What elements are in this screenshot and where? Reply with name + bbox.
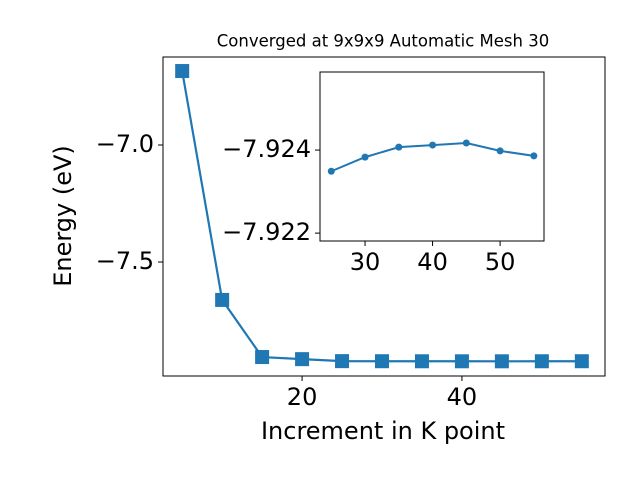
marker (215, 292, 230, 307)
marker (429, 141, 437, 149)
marker (530, 152, 538, 160)
y-tick-label: −7.924 (222, 135, 311, 163)
marker (361, 153, 369, 161)
marker (574, 354, 589, 369)
marker (496, 147, 504, 155)
marker (375, 354, 390, 369)
marker (414, 354, 429, 369)
plot-area (319, 71, 545, 242)
marker (255, 350, 270, 365)
x-tick-label: 50 (485, 248, 516, 276)
marker (534, 354, 549, 369)
y-axis-label: Energy (eV) (49, 145, 77, 287)
marker (335, 354, 350, 369)
x-tick-label: 30 (350, 248, 381, 276)
chart-title: Converged at 9x9x9 Automatic Mesh 30 (217, 32, 549, 51)
x-tick-label: 40 (417, 248, 448, 276)
marker (494, 354, 509, 369)
marker (462, 139, 470, 147)
marker (327, 167, 335, 175)
x-tick-label: 40 (447, 383, 478, 411)
y-tick-label: −7.5 (96, 247, 154, 275)
x-tick-label: 20 (287, 383, 318, 411)
marker (295, 352, 310, 367)
marker (395, 143, 403, 151)
y-tick-label: −7.922 (222, 218, 311, 246)
x-axis-label: Increment in K point (261, 417, 505, 445)
y-tick-label: −7.0 (96, 130, 154, 158)
marker (454, 354, 469, 369)
marker (175, 64, 190, 79)
